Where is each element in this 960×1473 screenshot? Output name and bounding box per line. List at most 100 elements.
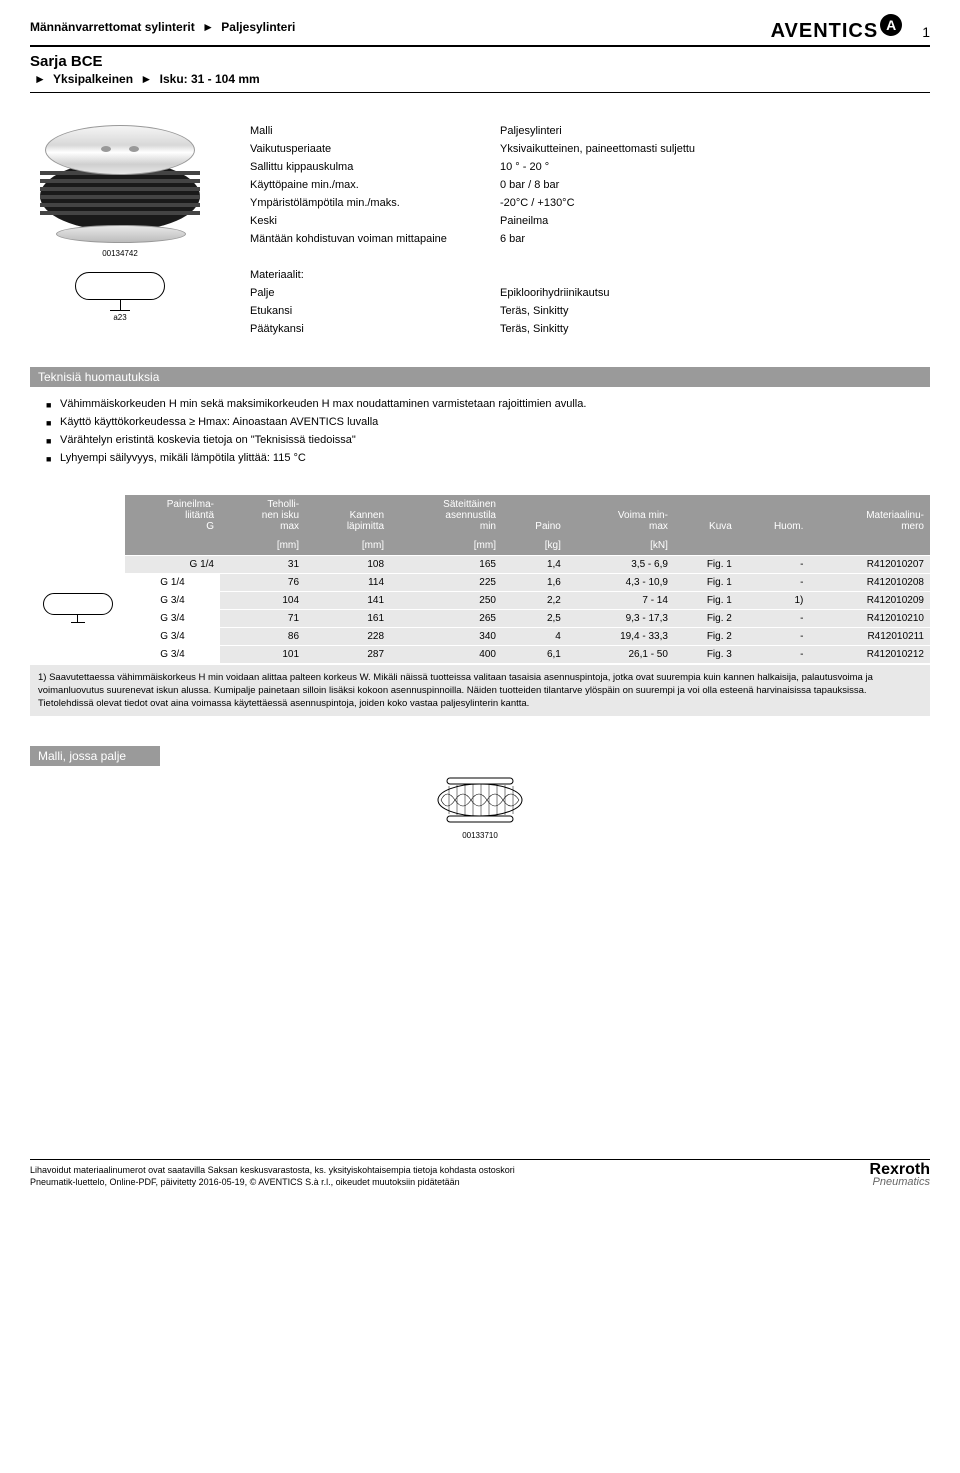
table-cell: G 3/4 [125,610,220,628]
breadcrumb-arrow-icon: ► [202,20,214,34]
table-cell: 3,5 - 6,9 [567,556,674,574]
properties-column: Malli Vaikutusperiaate Sallittu kippausk… [250,123,930,337]
table-cell: 31 [220,556,305,574]
table-cell: - [738,610,810,628]
subline-1: Yksipalkeinen [53,72,133,86]
unit-blank [738,536,810,556]
tech-note-item: Vähimmäiskorkeuden H min sekä maksimikor… [46,395,926,413]
table-cell: 2,5 [502,610,567,628]
aventics-logo: AVENTICS A [771,20,903,43]
model-caption: 00133710 [30,831,930,840]
th-paino: Paino [502,495,567,536]
prop-value: Paljesylinteri [500,123,930,139]
table-cell: 26,1 - 50 [567,646,674,664]
table-header-row: Paineilma- liitäntä G Teholli- nen isku … [30,495,930,536]
table-cell: R412010209 [809,592,930,610]
model-drawing: 00133710 [30,776,930,840]
mat-label: Päätykansi [250,321,480,337]
unit-blank [674,536,738,556]
table-cell: 86 [220,628,305,646]
table-cell: 1,6 [502,574,567,592]
model-section: Malli, jossa palje 00133710 [30,746,930,840]
prop-value: 0 bar / 8 bar [500,177,930,193]
prop-label: Ympäristölämpötila min./maks. [250,195,480,211]
unit-mm: [mm] [220,536,305,556]
footer-line-1: Lihavoidut materiaalinumerot ovat saatav… [30,1164,515,1176]
table-cell: 340 [390,628,502,646]
unit-blank [125,536,220,556]
table-cell: 228 [305,628,390,646]
table-row: G 3/41041412502,27 - 14Fig. 11)R41201020… [30,592,930,610]
table-cell: 76 [220,574,305,592]
th-blank [30,536,125,556]
unit-mm: [mm] [390,536,502,556]
unit-mm: [mm] [305,536,390,556]
prop-label: Käyttöpaine min./max. [250,177,480,193]
materials-heading: Materiaalit: [250,267,480,283]
table-cell: Fig. 2 [674,628,738,646]
table-cell: - [738,574,810,592]
table-row: G 1/4311081651,43,5 - 6,9Fig. 1-R4120102… [30,556,930,574]
product-photo [40,123,200,243]
table-cell: R412010211 [809,628,930,646]
th-huom: Huom. [738,495,810,536]
table-cell: 1,4 [502,556,567,574]
subline-2: Isku: 31 - 104 mm [160,72,260,86]
mat-value: Teräs, Sinkitty [500,321,930,337]
prop-label: Vaikutusperiaate [250,141,480,157]
prop-label: Malli [250,123,480,139]
tech-notes-heading: Teknisiä huomautuksia [30,367,930,387]
table-row: G 3/486228340419,4 - 33,3Fig. 2-R4120102… [30,628,930,646]
arrow-icon: ► [34,72,46,86]
table-cell: 108 [305,556,390,574]
table-cell: R412010208 [809,574,930,592]
table-cell: - [738,646,810,664]
table-cell: R412010207 [809,556,930,574]
table-cell: Fig. 3 [674,646,738,664]
breadcrumb-item-2: Paljesylinteri [221,20,295,34]
table-cell: 4 [502,628,567,646]
table-cell: 1) [738,592,810,610]
row-icon-cell [30,556,125,664]
unit-kg: [kg] [502,536,567,556]
table-cell: G 1/4 [125,574,220,592]
th-tehollinen: Teholli- nen isku max [220,495,305,536]
unit-kn: [kN] [567,536,674,556]
prop-value: Paineilma [500,213,930,229]
th-sateittainen: Säteittäinen asennustila min [390,495,502,536]
th-kuva: Kuva [674,495,738,536]
schematic-icon: a23 [75,272,165,322]
series-subline: ► Yksipalkeinen ► Isku: 31 - 104 mm [30,72,930,86]
th-voima: Voima min- max [567,495,674,536]
tech-note-item: Käyttö käyttökorkeudessa ≥ Hmax: Ainoast… [46,413,926,431]
content-block: 00134742 a23 Malli Vaikutusperiaate Sall… [30,123,930,337]
table-cell: Fig. 1 [674,592,738,610]
th-paineilma: Paineilma- liitäntä G [125,495,220,536]
mat-value: Teräs, Sinkitty [500,303,930,319]
table-cell: 161 [305,610,390,628]
prop-label: Keski [250,213,480,229]
tech-note-item: Lyhyempi säilyvyys, mikäli lämpötila yli… [46,449,926,467]
logo-text: AVENTICS [771,20,879,43]
page-number: 1 [922,24,930,40]
table-row: G 1/4761142251,64,3 - 10,9Fig. 1-R412010… [30,574,930,592]
table-cell: 9,3 - 17,3 [567,610,674,628]
footer-logo-sub: Pneumatics [870,1176,930,1188]
table-cell: Fig. 1 [674,574,738,592]
model-heading: Malli, jossa palje [30,746,160,766]
prop-value: Yksivaikutteinen, paineettomasti suljett… [500,141,930,157]
prop-label: Mäntään kohdistuvan voiman mittapaine [250,231,480,247]
table-cell: 265 [390,610,502,628]
table-footnote: 1) Saavutettaessa vähimmäiskorkeus H min… [30,665,930,716]
table-cell: 225 [390,574,502,592]
divider-thick [30,45,930,47]
image-column: 00134742 a23 [30,123,210,337]
prop-value: 6 bar [500,231,930,247]
tech-note-item: Värähtelyn eristintä koskevia tietoja on… [46,431,926,449]
prop-label: Sallittu kippauskulma [250,159,480,175]
table-cell: G 3/4 [125,628,220,646]
divider-thin [30,92,930,93]
table-cell: 2,2 [502,592,567,610]
table-cell: 4,3 - 10,9 [567,574,674,592]
schematic-icon [43,593,113,623]
